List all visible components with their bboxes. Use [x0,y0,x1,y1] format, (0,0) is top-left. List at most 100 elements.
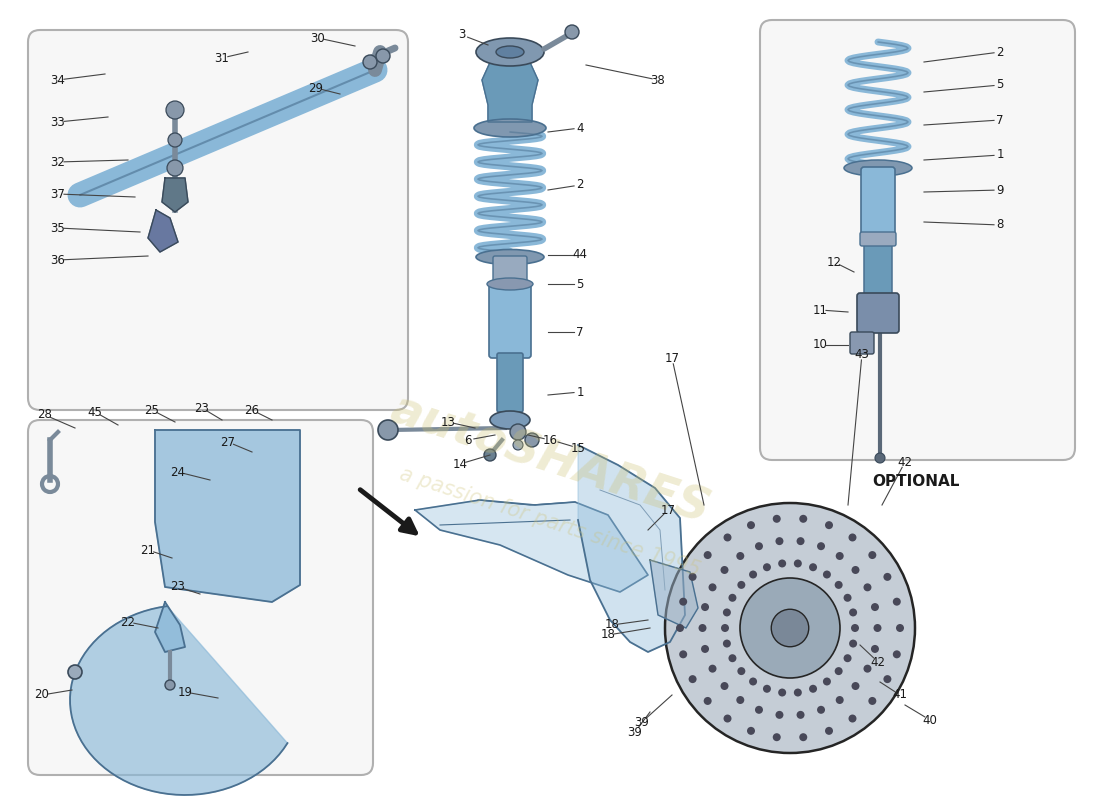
Text: 14: 14 [452,458,468,470]
Circle shape [771,610,808,646]
Circle shape [848,714,857,722]
FancyBboxPatch shape [493,256,527,284]
Circle shape [823,570,830,578]
Circle shape [720,566,728,574]
Text: 18: 18 [605,618,619,631]
Circle shape [778,689,786,697]
Circle shape [689,573,696,581]
Circle shape [376,49,390,63]
Circle shape [808,685,817,693]
Text: 29: 29 [308,82,323,94]
Circle shape [749,678,757,686]
Text: 2: 2 [576,178,584,191]
Circle shape [864,665,871,673]
Text: 32: 32 [51,155,65,169]
Polygon shape [155,430,300,602]
Text: 24: 24 [170,466,186,478]
Circle shape [676,624,684,632]
Text: 36: 36 [51,254,65,266]
Circle shape [363,55,377,69]
Circle shape [167,160,183,176]
FancyBboxPatch shape [850,332,875,354]
Text: 41: 41 [892,689,907,702]
Circle shape [836,696,844,704]
Circle shape [708,665,716,673]
Circle shape [513,440,522,450]
Text: 34: 34 [51,74,65,86]
Circle shape [723,639,730,647]
Circle shape [825,727,833,735]
Circle shape [704,551,712,559]
Text: 6: 6 [464,434,472,446]
Ellipse shape [496,46,524,58]
Circle shape [800,515,807,523]
Text: 39: 39 [635,715,649,729]
Circle shape [864,583,871,591]
Text: OPTIONAL: OPTIONAL [872,474,959,489]
Circle shape [851,624,859,632]
Text: 35: 35 [51,222,65,234]
Polygon shape [415,500,648,592]
Circle shape [724,534,732,542]
Text: 30: 30 [310,31,326,45]
Text: 4: 4 [576,122,584,134]
Text: 22: 22 [121,615,135,629]
Circle shape [883,675,891,683]
Text: 23: 23 [170,581,186,594]
Circle shape [168,133,182,147]
Circle shape [849,639,857,647]
Circle shape [835,667,843,675]
Text: 37: 37 [51,187,65,201]
Circle shape [851,566,859,574]
Circle shape [871,603,879,611]
Circle shape [772,733,781,741]
Text: 17: 17 [660,503,675,517]
Circle shape [755,542,763,550]
Text: 9: 9 [997,183,1003,197]
Text: 2: 2 [997,46,1003,58]
Circle shape [893,650,901,658]
Polygon shape [148,210,178,252]
Text: 8: 8 [997,218,1003,231]
Circle shape [776,711,783,719]
Circle shape [755,706,763,714]
Circle shape [679,650,688,658]
Circle shape [737,581,746,589]
Text: 12: 12 [826,255,842,269]
Text: 19: 19 [177,686,192,698]
Text: a passion for parts since 1995: a passion for parts since 1995 [397,464,703,580]
Text: 7: 7 [997,114,1003,126]
Text: 3: 3 [459,29,465,42]
Text: 38: 38 [650,74,666,86]
Text: 39: 39 [628,726,642,738]
Circle shape [800,733,807,741]
Circle shape [817,706,825,714]
Circle shape [724,714,732,722]
Text: 42: 42 [898,455,913,469]
Ellipse shape [476,250,544,265]
Circle shape [844,654,851,662]
Circle shape [720,624,729,632]
Circle shape [763,685,771,693]
Circle shape [825,521,833,529]
Text: 16: 16 [542,434,558,446]
Circle shape [736,696,745,704]
Circle shape [704,697,712,705]
Text: 44: 44 [572,249,587,262]
Circle shape [749,570,757,578]
Circle shape [835,581,843,589]
Circle shape [817,542,825,550]
Ellipse shape [476,38,544,66]
FancyBboxPatch shape [497,353,522,412]
Circle shape [708,583,716,591]
Circle shape [772,515,781,523]
Text: 43: 43 [855,347,869,361]
Circle shape [844,594,851,602]
Circle shape [525,433,539,447]
Text: 13: 13 [441,415,455,429]
Circle shape [823,678,830,686]
Circle shape [747,727,755,735]
Circle shape [679,598,688,606]
Text: 1: 1 [576,386,584,398]
Circle shape [808,563,817,571]
